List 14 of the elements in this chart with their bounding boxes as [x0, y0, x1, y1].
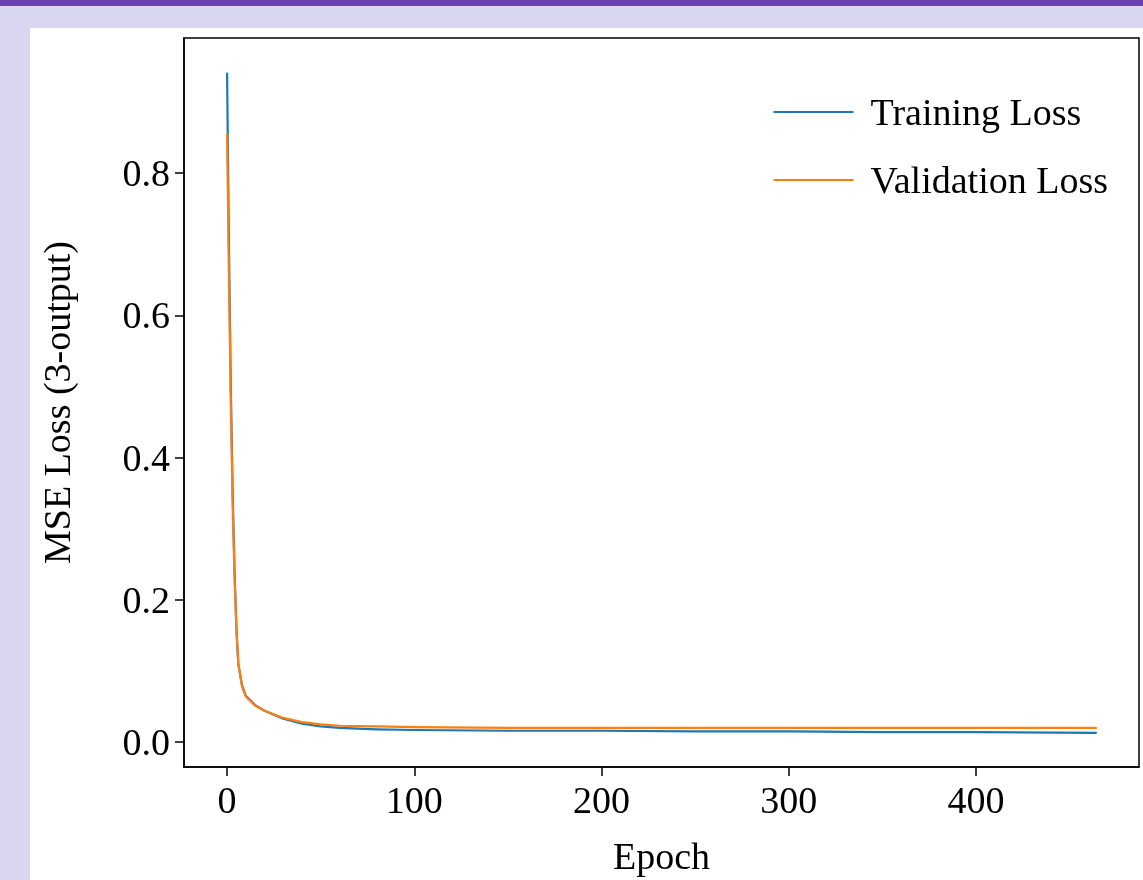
y-tick-label: 0.8 — [122, 152, 170, 195]
y-tick-label: 0.0 — [122, 721, 170, 764]
x-tick-label: 200 — [573, 779, 631, 821]
x-tick-label: 100 — [385, 779, 443, 821]
x-tick-label: 400 — [947, 779, 1005, 821]
y-tick-label: 0.4 — [122, 436, 170, 479]
x-tick-label: 300 — [760, 779, 818, 821]
y-tick-label: 0.6 — [122, 294, 170, 337]
x-tick-label: 0 — [217, 779, 237, 821]
y-axis-title: MSE Loss (3-output) — [36, 241, 79, 564]
legend-label: Validation Loss — [870, 159, 1108, 201]
y-tick-label: 0.2 — [122, 578, 170, 621]
legend-label: Training Loss — [870, 91, 1082, 133]
x-axis-title: Epoch — [612, 835, 711, 877]
